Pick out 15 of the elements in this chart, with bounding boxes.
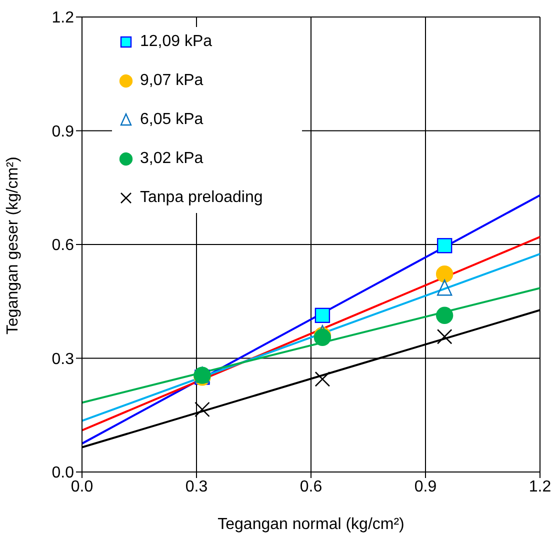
x-axis-title: Tegangan normal (kg/cm²)	[218, 516, 404, 533]
x-tick-label: 0.9	[414, 478, 437, 496]
y-tick-label: 0.9	[52, 123, 74, 140]
legend-label: 9,07 kPa	[140, 72, 204, 90]
legend-label: 6,05 kPa	[140, 111, 204, 129]
x-tick-label: 0.3	[185, 478, 208, 496]
y-tick-label: 1.2	[52, 10, 74, 27]
legend-label: Tanpa preloading	[140, 189, 263, 207]
y-tick-label: 0.3	[52, 350, 74, 368]
y-tick-label: 0.6	[52, 237, 74, 254]
x-tick-label: 0.6	[300, 478, 322, 496]
legend-label: 12,09 kPa	[140, 33, 212, 51]
legend-label: 3,02 kPa	[140, 150, 204, 168]
x-tick-label: 1.2	[528, 478, 552, 496]
y-axis-title: Tegangan geser (kg/cm²)	[4, 156, 22, 334]
